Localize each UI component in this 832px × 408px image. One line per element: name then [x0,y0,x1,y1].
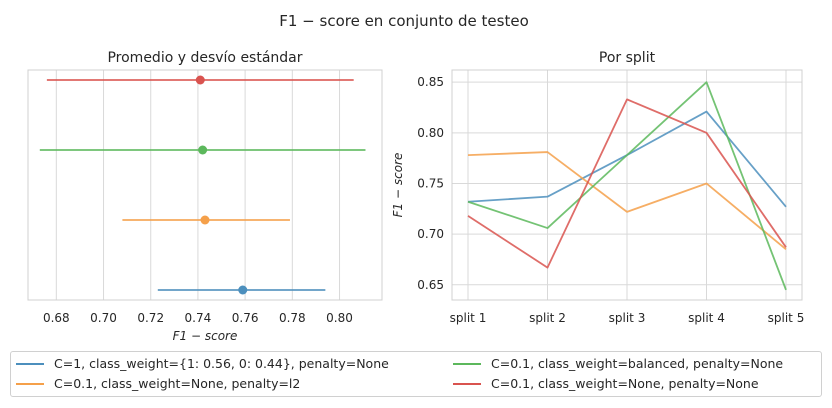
errorbar-panel: Promedio y desvío estándar 0.68 0.70 0.72 0… [27,50,383,343]
legend: C=1, class_weight={1: 0.56, 0: 0.44}, pe… [10,351,822,397]
right-x-tick-label: split 3 [609,311,646,325]
legend-item: C=1, class_weight={1: 0.56, 0: 0.44}, pe… [16,356,389,371]
right-panel-frame [451,69,803,301]
errorbar-mean-point [200,215,210,225]
left-panel-title: Promedio y desvío estándar [107,50,302,66]
series-line [467,81,787,291]
errorbar-mean-point [198,145,208,155]
left-x-tick-label: 0.76 [232,311,259,325]
series-line [467,151,787,251]
series-line [467,98,787,269]
right-x-tick-label: split 5 [768,311,805,325]
legend-item: C=0.1, class_weight=balanced, penalty=No… [453,356,783,371]
left-x-tick-label: 0.68 [43,311,70,325]
left-x-tick-label: 0.80 [326,311,353,325]
right-y-tick-label: 0.75 [417,176,444,190]
right-x-tick-label: split 1 [450,311,487,325]
right-panel-title: Por split [599,50,656,66]
right-y-tick-label: 0.70 [417,227,444,241]
errorbar-mean-point [195,75,205,85]
legend-swatch [453,362,481,365]
legend-swatch [16,382,44,385]
legend-item: C=0.1, class_weight=None, penalty=l2 [16,376,300,391]
right-x-tick-label: split 4 [688,311,725,325]
right-y-tick-label: 0.85 [417,75,444,89]
right-y-tick-label: 0.80 [417,126,444,140]
figure-title: F1 − score en conjunto de testeo [279,12,529,30]
legend-label: C=0.1, class_weight=None, penalty=None [491,376,759,391]
legend-label: C=1, class_weight={1: 0.56, 0: 0.44}, pe… [54,356,389,371]
legend-swatch [453,382,481,385]
left-x-tick-label: 0.70 [90,311,117,325]
left-x-axis-label: F1 − score [173,329,238,343]
legend-swatch [16,362,44,365]
legend-label: C=0.1, class_weight=balanced, penalty=No… [491,356,784,371]
left-panel-frame [27,69,383,301]
legend-item: C=0.1, class_weight=None, penalty=None [453,376,759,391]
left-x-tick-label: 0.74 [185,311,212,325]
right-x-tick-label: split 2 [529,311,566,325]
figure: F1 − score en conjunto de testeo Promedi… [27,12,804,343]
legend-label: C=0.1, class_weight=None, penalty=l2 [54,376,301,391]
right-y-tick-label: 0.65 [417,278,444,292]
left-x-tick-label: 0.72 [137,311,164,325]
errorbar-mean-point [238,285,248,295]
line-panel: Por split 0.65 0.70 0.75 0.80 0.85 split 1 spl… [391,50,804,325]
left-x-tick-label: 0.78 [279,311,306,325]
right-y-axis-label: F1 − score [391,153,405,218]
